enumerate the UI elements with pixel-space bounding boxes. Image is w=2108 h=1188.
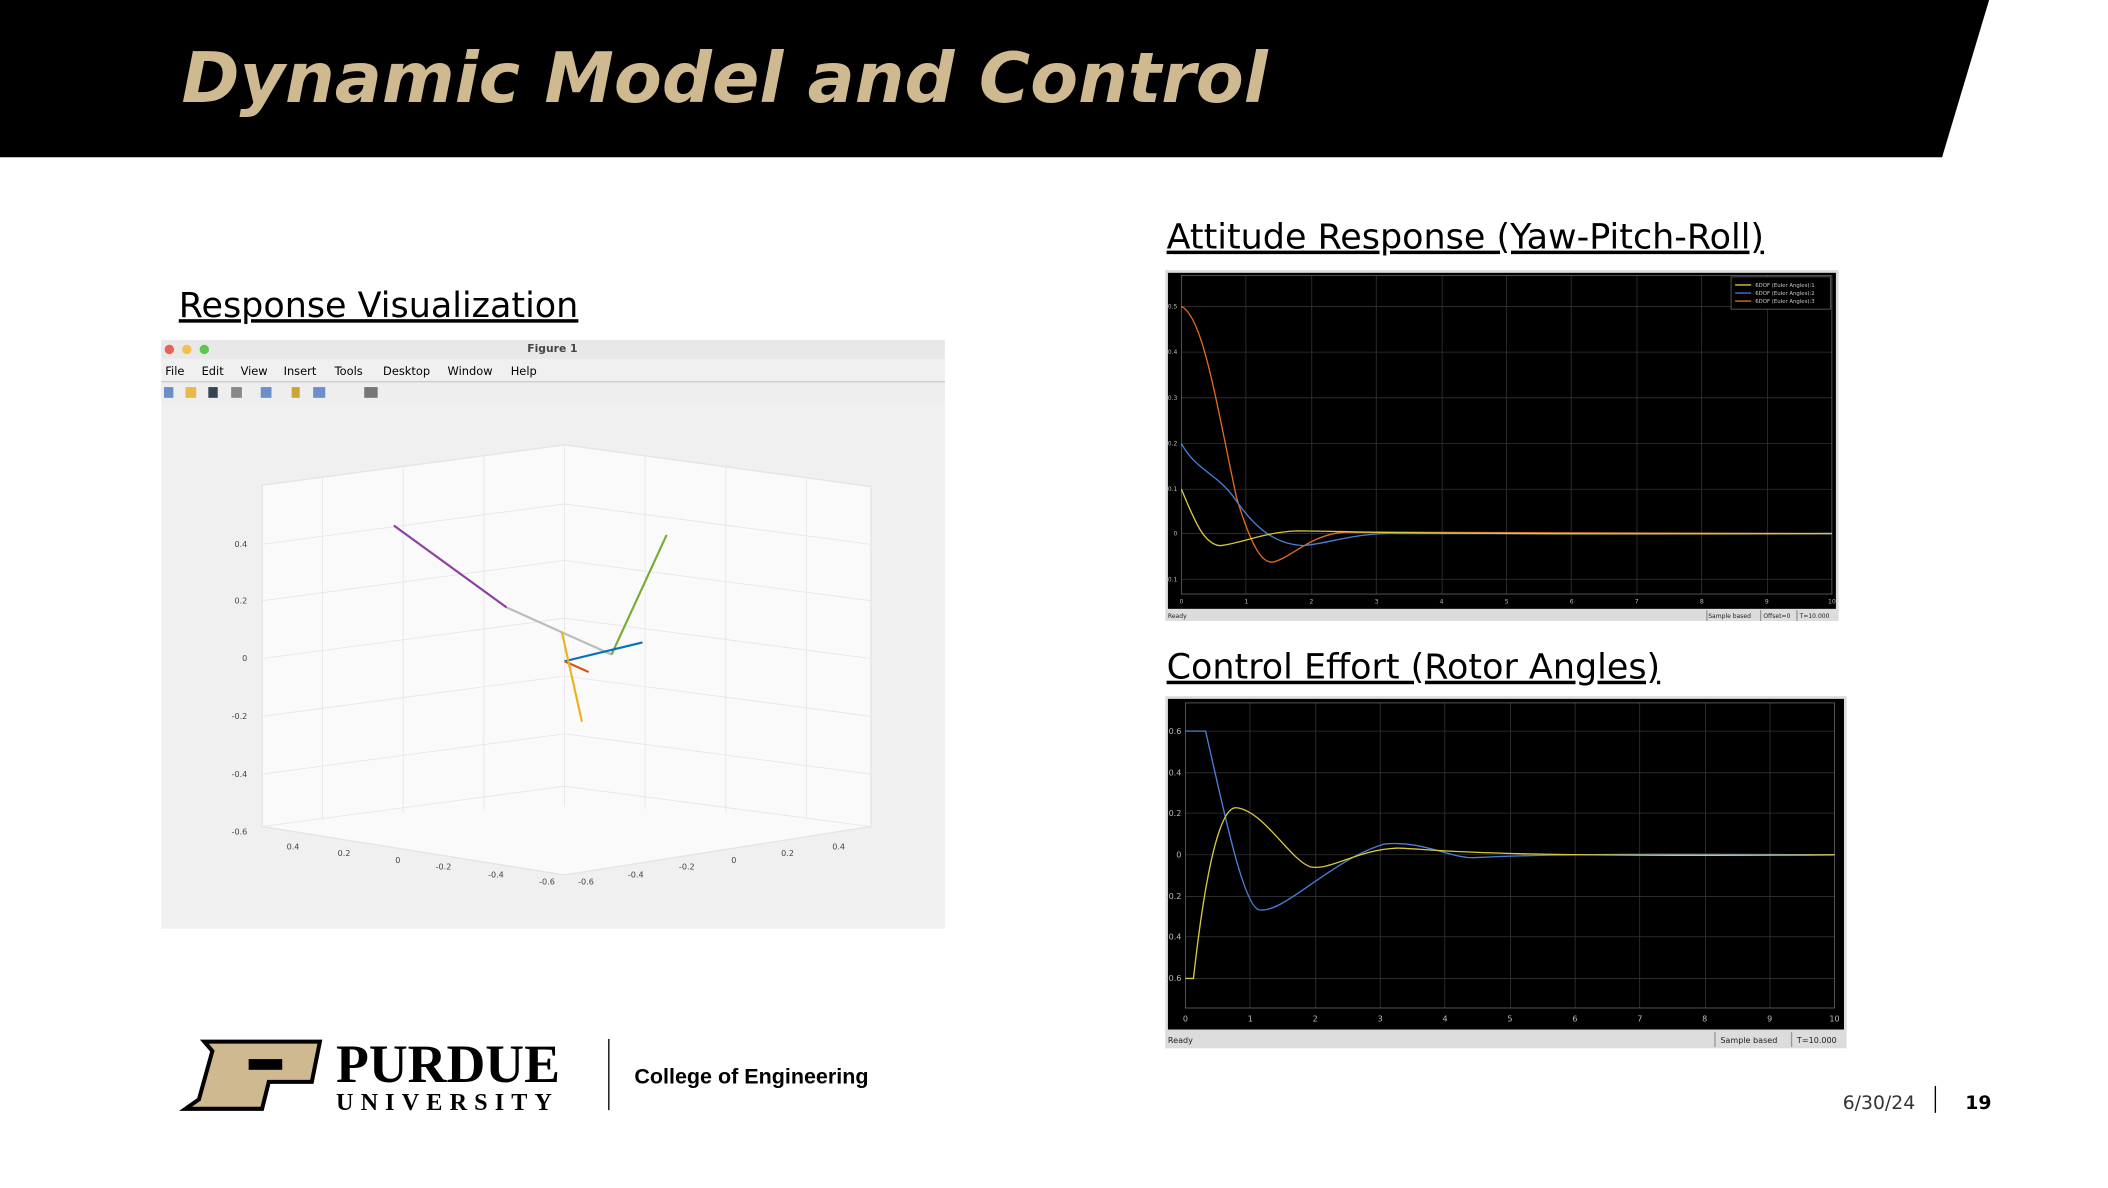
x-tick-label: 6 — [1572, 1014, 1577, 1023]
y-tick-label: 0.3 — [1168, 395, 1178, 402]
y-tick-label: 0.5 — [1168, 303, 1178, 310]
x-tick-label: 8 — [1700, 598, 1704, 605]
y-tick-label: 0.4 — [1168, 349, 1178, 356]
x-tick-label: 6 — [1570, 598, 1574, 605]
y-tick-label: -0.6 — [1166, 974, 1182, 983]
y-tick-label: 0.1 — [1168, 486, 1178, 493]
x-tick-label: 9 — [1767, 1014, 1772, 1023]
x-tick-label: 3 — [1378, 1014, 1383, 1023]
y-tick-label: 0.2 — [1168, 441, 1178, 448]
status-text: T=10.000 — [1799, 613, 1830, 620]
section-heading: Control Effort (Rotor Angles) — [1167, 648, 1661, 688]
status-text: Ready — [1168, 613, 1187, 620]
x-tick-label: 3 — [1375, 598, 1379, 605]
menu-item: Edit — [202, 364, 225, 378]
x-tick-label: 5 — [1505, 598, 1509, 605]
x-tick-label: 0 — [1179, 598, 1183, 605]
status-text: Sample based — [1708, 613, 1751, 620]
y-tick-label: 0 — [1174, 531, 1178, 538]
x-tick-label: 10 — [1828, 598, 1836, 605]
y-tick-label: -0.4 — [1166, 932, 1182, 941]
control-scope — [1165, 696, 1847, 1049]
header-band — [0, 0, 1990, 158]
y-tick-label: 0.4 — [832, 842, 845, 851]
x-tick-label: 0.4 — [287, 842, 300, 851]
menu-item: Desktop — [383, 364, 430, 378]
menu-item: File — [165, 364, 184, 378]
x-tick-label: 10 — [1829, 1014, 1839, 1023]
status-text: Ready — [1168, 1036, 1193, 1045]
attitude-scope — [1165, 270, 1839, 621]
x-tick-label: 2 — [1310, 598, 1314, 605]
university-name: PURDUE — [336, 1034, 560, 1094]
x-tick-label: -0.4 — [488, 871, 504, 880]
purdue-logo — [179, 1038, 1937, 1113]
x-tick-label: 2 — [1313, 1014, 1318, 1023]
slide-number: 19 — [1965, 1093, 1991, 1114]
y-tick-label: 0.2 — [781, 849, 794, 858]
y-tick-label: -0.1 — [1166, 576, 1178, 583]
legend-entry: 6DOF (Euler Angles):3 — [1755, 299, 1814, 305]
x-tick-label: 4 — [1440, 598, 1444, 605]
y-tick-label: 0 — [731, 856, 736, 865]
x-tick-label: 0 — [395, 856, 400, 865]
university-sub: UNIVERSITY — [336, 1089, 559, 1116]
figure-window — [161, 340, 945, 929]
z-tick-label: -0.4 — [232, 770, 248, 779]
y-tick-label: 0 — [1176, 850, 1181, 859]
x-tick-label: 7 — [1635, 598, 1639, 605]
x-tick-label: 4 — [1443, 1014, 1448, 1023]
x-tick-label: 5 — [1507, 1014, 1512, 1023]
x-tick-label: 1 — [1245, 598, 1249, 605]
y-tick-label: -0.2 — [679, 863, 695, 872]
x-tick-label: 0.2 — [338, 849, 351, 858]
window-title: Figure 1 — [527, 342, 577, 355]
menu-item: Tools — [334, 364, 363, 378]
z-tick-label: 0 — [242, 654, 247, 663]
section-heading: Response Visualization — [179, 286, 579, 326]
y-tick-label: -0.4 — [628, 871, 644, 880]
z-tick-label: 0.2 — [234, 596, 247, 605]
status-text: Sample based — [1720, 1036, 1777, 1045]
z-tick-label: 0.4 — [234, 540, 247, 549]
status-text: T=10.000 — [1796, 1036, 1837, 1045]
menu-item: Window — [448, 364, 493, 378]
y-tick-label: 0.6 — [1169, 727, 1182, 736]
slide-title: Dynamic Model and Control — [181, 38, 1268, 119]
menu-item: Insert — [284, 364, 317, 378]
x-tick-label: 1 — [1248, 1014, 1253, 1023]
slide-date: 6/30/24 — [1843, 1093, 1915, 1114]
y-tick-label: -0.6 — [578, 877, 594, 886]
legend-entry: 6DOF (Euler Angles):1 — [1755, 283, 1814, 289]
x-tick-label: 7 — [1637, 1014, 1642, 1023]
section-heading: Attitude Response (Yaw-Pitch-Roll) — [1167, 218, 1764, 258]
x-tick-label: 9 — [1765, 598, 1769, 605]
x-tick-label: -0.2 — [436, 863, 452, 872]
status-text: Offset=0 — [1763, 613, 1790, 620]
y-tick-label: 0.4 — [1169, 768, 1182, 777]
legend-entry: 6DOF (Euler Angles):2 — [1755, 291, 1814, 297]
z-tick-label: -0.6 — [232, 828, 248, 837]
y-tick-label: 0.2 — [1169, 809, 1182, 818]
college-name: College of Engineering — [634, 1064, 868, 1088]
y-tick-label: -0.2 — [1166, 892, 1182, 901]
x-tick-label: 0 — [1183, 1014, 1188, 1023]
menu-item: View — [241, 364, 268, 378]
z-tick-label: -0.2 — [232, 712, 248, 721]
x-tick-label: -0.6 — [539, 877, 555, 886]
x-tick-label: 8 — [1702, 1014, 1707, 1023]
menu-item: Help — [511, 364, 537, 378]
